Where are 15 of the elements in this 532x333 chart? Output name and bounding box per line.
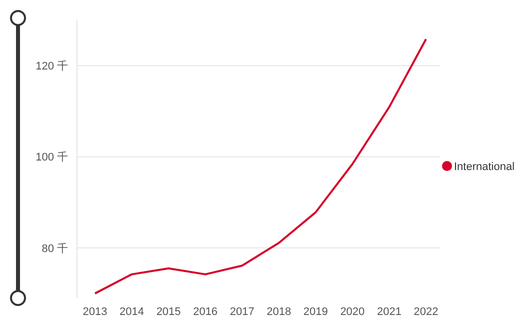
y-tick-label: 100 千 bbox=[36, 150, 68, 164]
legend-label: International bbox=[454, 161, 515, 173]
x-tick-label: 2015 bbox=[156, 306, 181, 318]
x-tick-label: 2014 bbox=[120, 306, 144, 318]
x-tick-label: 2017 bbox=[230, 306, 254, 318]
y-tick-label: 80 千 bbox=[42, 242, 68, 255]
x-tick-label: 2013 bbox=[82, 306, 108, 318]
line-series bbox=[94, 38, 427, 294]
x-tick-label: 2018 bbox=[266, 306, 292, 318]
x-tick-label: 2020 bbox=[340, 306, 365, 318]
x-tick-label: 2019 bbox=[303, 306, 328, 318]
x-tick-label: 2022 bbox=[414, 306, 438, 318]
x-tick-label: 2021 bbox=[376, 306, 402, 318]
x-tick-label: 2016 bbox=[193, 306, 218, 318]
y-tick-label: 120 千 bbox=[36, 60, 68, 73]
